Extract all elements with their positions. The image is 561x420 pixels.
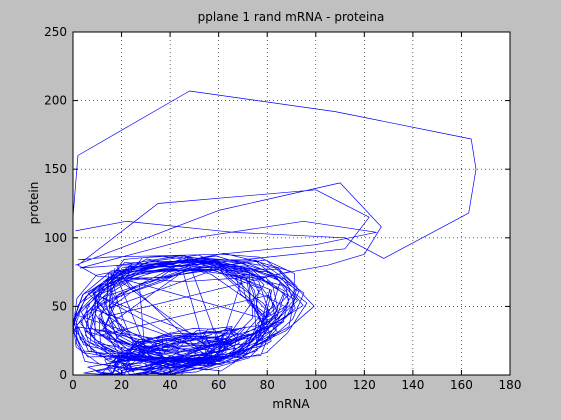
axes-box <box>72 31 511 376</box>
series-line-upper-loops <box>75 182 382 283</box>
y-tick-label: 100 <box>44 231 67 245</box>
series-line-dense-orbits <box>73 253 315 375</box>
x-tick-label: 180 <box>499 378 522 392</box>
x-tick-label: 160 <box>450 378 473 392</box>
ticks: 0 20 40 60 80 100 120 140 160 180 0 50 100 150 200 250 <box>44 25 521 392</box>
x-tick-label: 20 <box>114 378 129 392</box>
x-tick-label: 120 <box>353 378 376 392</box>
y-tick-label: 150 <box>44 162 67 176</box>
x-axis-label: mRNA <box>272 397 310 411</box>
x-tick-label: 100 <box>304 378 327 392</box>
x-tick-label: 60 <box>211 378 226 392</box>
series-line-outer-excursion <box>73 90 477 259</box>
plot-area <box>73 32 510 375</box>
x-tick-label: 40 <box>162 378 177 392</box>
y-tick-label: 0 <box>59 368 67 382</box>
y-tick-label: 200 <box>44 94 67 108</box>
grid-lines <box>73 32 510 375</box>
y-tick-label: 250 <box>44 25 67 39</box>
x-tick-label: 80 <box>260 378 275 392</box>
series-layer <box>73 90 477 375</box>
x-tick-label: 140 <box>401 378 424 392</box>
y-axis-label: protein <box>27 182 41 225</box>
x-tick-label: 0 <box>69 378 77 392</box>
y-tick-label: 50 <box>52 299 67 313</box>
series-line-lower-band <box>83 326 250 375</box>
chart-title: pplane 1 rand mRNA - proteina <box>198 10 385 24</box>
